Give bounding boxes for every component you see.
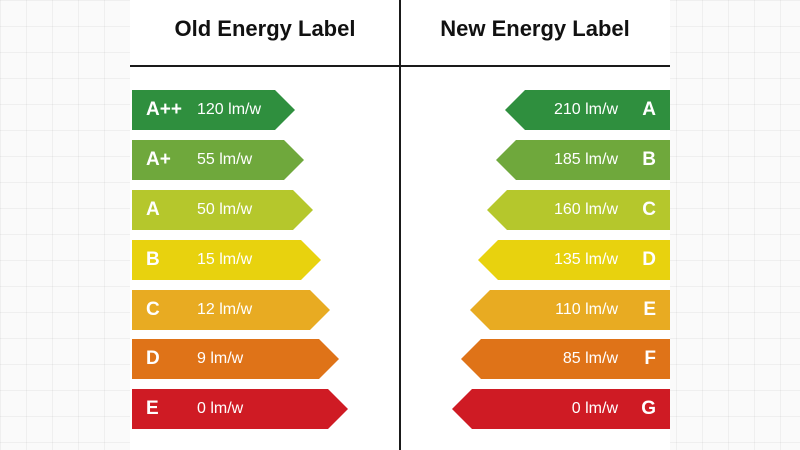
new-bar-e: 110 lm/w E xyxy=(470,290,670,330)
new-bar-g: 0 lm/w G xyxy=(452,389,670,429)
old-bar-grade: E xyxy=(146,398,159,419)
new-bar-value: 160 lm/w xyxy=(553,201,618,218)
new-bar-d: 135 lm/w D xyxy=(478,240,670,280)
old-bar-value: 120 lm/w xyxy=(197,101,262,118)
old-bar-grade: C xyxy=(146,299,160,320)
old-bar-grade: B xyxy=(146,249,160,270)
old-bar-grade: D xyxy=(146,348,160,369)
new-bar-value: 0 lm/w xyxy=(571,400,618,417)
new-bar-grade: G xyxy=(641,398,656,419)
old-bar-value: 12 lm/w xyxy=(197,301,253,318)
new-bar-grade: A xyxy=(642,99,656,120)
new-bar-value: 85 lm/w xyxy=(562,350,618,367)
old-bar-c: C 12 lm/w xyxy=(132,290,330,330)
new-bar-f: 85 lm/w F xyxy=(461,339,670,379)
new-bar-a: 210 lm/w A xyxy=(505,90,670,130)
column-divider xyxy=(399,0,401,450)
old-bar-a-plus-plus: A++ 120 lm/w xyxy=(132,90,295,130)
new-bar-grade: E xyxy=(643,299,656,320)
new-bar-grade: D xyxy=(642,249,656,270)
old-bar-a-plus: A+ 55 lm/w xyxy=(132,140,304,180)
new-label-title: New Energy Label xyxy=(440,16,630,41)
old-bar-b: B 15 lm/w xyxy=(132,240,321,280)
old-bar-value: 0 lm/w xyxy=(197,400,244,417)
new-bar-grade: C xyxy=(642,199,656,220)
new-bar-value: 110 lm/w xyxy=(555,301,618,318)
new-bar-b: 185 lm/w B xyxy=(496,140,670,180)
old-bar-d: D 9 lm/w xyxy=(132,339,339,379)
new-bar-grade: B xyxy=(642,149,656,170)
old-bar-grade: A xyxy=(146,199,160,220)
old-bar-grade: A+ xyxy=(146,149,171,170)
old-bar-value: 50 lm/w xyxy=(197,201,253,218)
old-bar-value: 55 lm/w xyxy=(197,151,253,168)
new-bar-value: 210 lm/w xyxy=(553,101,618,118)
old-bar-value: 9 lm/w xyxy=(197,350,244,367)
old-bar-grade: A++ xyxy=(146,99,182,120)
old-bar-a: A 50 lm/w xyxy=(132,190,313,230)
old-bar-e: E 0 lm/w xyxy=(132,389,348,429)
new-bar-grade: F xyxy=(644,348,656,369)
old-bar-value: 15 lm/w xyxy=(197,251,253,268)
new-bar-value: 135 lm/w xyxy=(553,251,618,268)
new-bar-value: 185 lm/w xyxy=(553,151,618,168)
old-label-title: Old Energy Label xyxy=(174,16,356,41)
new-bar-c: 160 lm/w C xyxy=(487,190,670,230)
